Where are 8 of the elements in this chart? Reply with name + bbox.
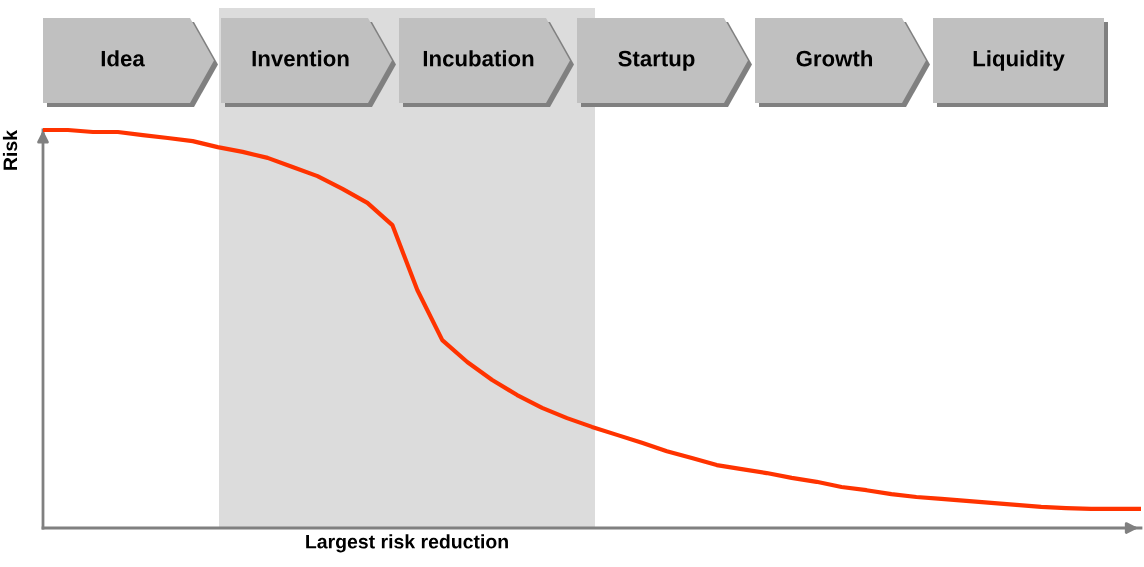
- text: Invention: [252, 50, 349, 67]
- text: Idea: [101, 50, 145, 67]
- text: Startup: [618, 50, 695, 71]
- text: Liquidity: [973, 50, 1065, 71]
- x-axis-title: Largest risk reduction: [306, 534, 508, 553]
- y-axis-title: Risk: [2, 129, 18, 170]
- text: Growth: [796, 50, 873, 67]
- text: Incubation: [423, 50, 534, 67]
